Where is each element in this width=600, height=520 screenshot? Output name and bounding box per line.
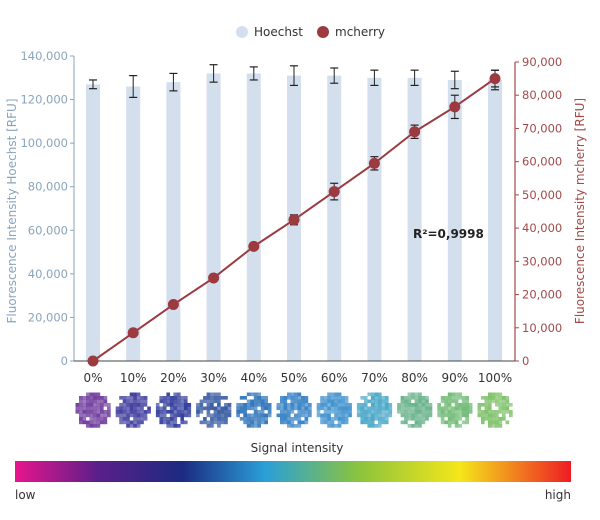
x-tick-label-9: 90%	[441, 371, 468, 385]
well-image-4	[236, 392, 272, 428]
well-image-3	[196, 392, 232, 428]
y-right-tick-label-5: 50,000	[522, 188, 562, 202]
x-tick-label-1: 10%	[120, 371, 147, 385]
y-right-tick-label-6: 60,000	[522, 155, 562, 169]
point-mcherry-2	[167, 299, 179, 311]
signal-intensity-title: Signal intensity	[251, 441, 344, 455]
well-image-7	[356, 392, 393, 428]
well-image-9	[437, 392, 473, 428]
bar-hoechst-2	[166, 82, 181, 362]
x-tick-label-2: 20%	[160, 371, 187, 385]
y-left-tick-label-3: 60,000	[28, 223, 68, 237]
hoechst-bars	[86, 64, 502, 362]
x-tick-label-5: 50%	[281, 371, 308, 385]
point-mcherry-9	[449, 101, 461, 113]
point-mcherry-8	[409, 126, 421, 138]
well-image-8	[397, 392, 433, 428]
well-image-2	[155, 392, 192, 428]
y-right-tick-label-7: 70,000	[522, 121, 562, 135]
point-mcherry-10	[489, 73, 501, 85]
x-tick-label-4: 40%	[240, 371, 267, 385]
well-image-5	[276, 392, 312, 428]
y-left-tick-label-2: 40,000	[28, 267, 68, 281]
y-right-tick-label-3: 30,000	[522, 254, 562, 268]
y-right-tick-label-0: 0	[522, 354, 529, 368]
point-mcherry-7	[368, 157, 380, 169]
bar-hoechst-9	[447, 79, 462, 361]
x-tick-label-10: 100%	[478, 371, 512, 385]
bar-hoechst-8	[407, 77, 422, 362]
y-left-tick-label-0: 0	[61, 354, 68, 368]
y-left-tick-label-1: 20,000	[28, 310, 68, 324]
bar-hoechst-6	[327, 75, 342, 361]
well-image-6	[316, 392, 352, 428]
colorbar-high-label: high	[545, 488, 571, 502]
well-image-1	[115, 392, 151, 428]
y-right-tick-label-9: 90,000	[522, 55, 562, 69]
bar-hoechst-0	[86, 84, 100, 362]
well-image-0	[75, 392, 111, 428]
x-tick-label-6: 60%	[321, 371, 348, 385]
bar-hoechst-10	[488, 79, 502, 361]
y-axis-left-title: Fluorescence Intensity Hoechst [RFU]	[5, 98, 19, 323]
well-images	[75, 392, 513, 428]
point-mcherry-3	[208, 272, 220, 284]
point-mcherry-1	[127, 327, 139, 339]
legend-hoechst-label: Hoechst	[254, 25, 303, 39]
y-right-tick-label-4: 40,000	[522, 221, 562, 235]
x-tick-label-3: 30%	[200, 371, 227, 385]
x-tick-label-7: 70%	[361, 371, 388, 385]
bar-hoechst-1	[126, 86, 141, 361]
legend: Hoechst mcherry	[236, 25, 385, 39]
bar-hoechst-7	[367, 77, 382, 362]
legend-mcherry-marker	[317, 26, 329, 38]
y-left-tick-label-5: 100,000	[20, 136, 68, 150]
legend-mcherry-label: mcherry	[335, 25, 385, 39]
y-left-tick-label-7: 140,000	[20, 49, 68, 63]
y-right-tick-label-2: 20,000	[522, 288, 562, 302]
r-squared-annotation: R²=0,9998	[413, 227, 484, 241]
legend-hoechst-marker	[236, 26, 248, 38]
mcherry-series	[87, 69, 501, 367]
axes	[73, 56, 516, 362]
well-image-10	[477, 392, 513, 428]
x-tick-label-0: 0%	[83, 371, 102, 385]
point-mcherry-0	[87, 355, 99, 367]
y-axis-right-title: Fluorescence Intensity mcherry [RFU]	[573, 98, 587, 324]
point-mcherry-6	[328, 186, 340, 198]
bar-hoechst-3	[206, 73, 221, 361]
signal-intensity-colorbar	[15, 461, 571, 482]
y-right-tick-label-1: 10,000	[522, 321, 562, 335]
x-tick-label-8: 80%	[401, 371, 428, 385]
point-mcherry-5	[288, 214, 300, 226]
point-mcherry-4	[248, 240, 260, 252]
y-right-tick-label-8: 80,000	[522, 88, 562, 102]
colorbar-low-label: low	[15, 488, 36, 502]
y-left-tick-label-6: 120,000	[20, 93, 68, 107]
y-left-tick-label-4: 80,000	[28, 180, 68, 194]
bar-hoechst-4	[246, 73, 261, 361]
tick-labels: 0 20,000 40,000 60,000 80,000 100,000 120,000 1…	[20, 49, 562, 385]
